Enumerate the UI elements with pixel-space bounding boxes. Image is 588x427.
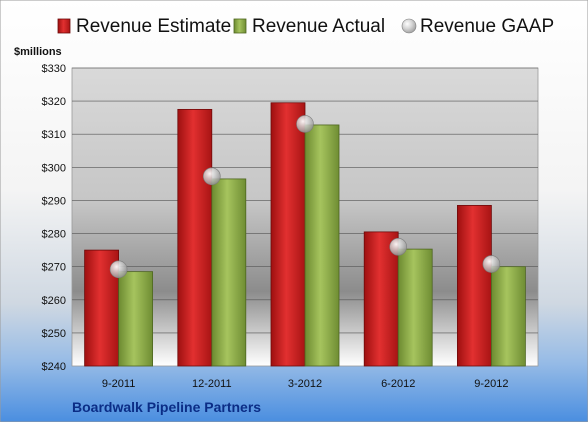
legend-swatch — [401, 18, 417, 34]
x-tick-label: 6-2012 — [381, 378, 415, 390]
legend-item-revenue-gaap: Revenue GAAP — [401, 16, 554, 37]
bar-revenue-actual-9-2011 — [118, 271, 153, 367]
y-tick-label: $330 — [42, 63, 66, 75]
legend: Revenue Estimate Revenue Actual Revenue GA… — [57, 16, 554, 37]
legend-item-revenue-estimate: Revenue Estimate — [57, 16, 231, 37]
y-tick-label: $320 — [42, 96, 66, 108]
legend-label: Revenue Actual — [252, 16, 385, 37]
y-tick-label: $240 — [42, 361, 66, 373]
marker-revenue-gaap-3-2012 — [296, 115, 314, 133]
y-axis-ticks: $240 $250 $260 $270 $280 $290 $300 $310 $320 $330 — [42, 63, 66, 373]
y-tick-label: $270 — [42, 262, 66, 274]
x-tick-label: 12-2011 — [192, 378, 232, 390]
legend-label: Revenue GAAP — [420, 16, 554, 37]
x-tick-label: 9-2011 — [102, 378, 135, 390]
bar-revenue-estimate-6-2012 — [363, 231, 399, 367]
bar-revenue-actual-9-2012 — [490, 266, 526, 367]
x-axis-ticks: 9-2011 12-2011 3-2012 6-2012 9-2012 — [102, 378, 509, 390]
marker-revenue-gaap-9-2012 — [482, 255, 501, 273]
bar-revenue-estimate-9-2012 — [456, 205, 492, 367]
marker-revenue-gaap-12-2011 — [203, 167, 221, 186]
bars — [84, 102, 526, 367]
bar-revenue-actual-3-2012 — [304, 124, 340, 367]
x-tick-label: 9-2012 — [474, 378, 508, 390]
y-tick-label: $290 — [42, 195, 66, 207]
y-tick-label: $250 — [42, 328, 66, 340]
y-axis-label: $millions — [14, 46, 62, 58]
x-tick-label: 3-2012 — [288, 378, 322, 390]
y-tick-label: $300 — [42, 162, 66, 174]
bar-revenue-estimate-12-2011 — [177, 108, 213, 367]
legend-swatch — [57, 18, 71, 34]
marker-revenue-gaap-6-2012 — [389, 238, 408, 256]
y-tick-label: $260 — [42, 295, 66, 307]
legend-label: Revenue Estimate — [76, 16, 231, 37]
bar-revenue-actual-12-2011 — [211, 178, 247, 367]
bar-revenue-actual-6-2012 — [397, 248, 433, 367]
legend-swatch — [233, 18, 247, 34]
y-tick-label: $310 — [42, 129, 66, 141]
y-tick-label: $280 — [42, 229, 66, 241]
gaap-markers — [109, 115, 501, 279]
company-title: Boardwalk Pipeline Partners — [72, 399, 261, 415]
bar-revenue-estimate-3-2012 — [270, 102, 306, 367]
marker-revenue-gaap-9-2011 — [109, 260, 128, 279]
legend-item-revenue-actual: Revenue Actual — [233, 16, 385, 37]
